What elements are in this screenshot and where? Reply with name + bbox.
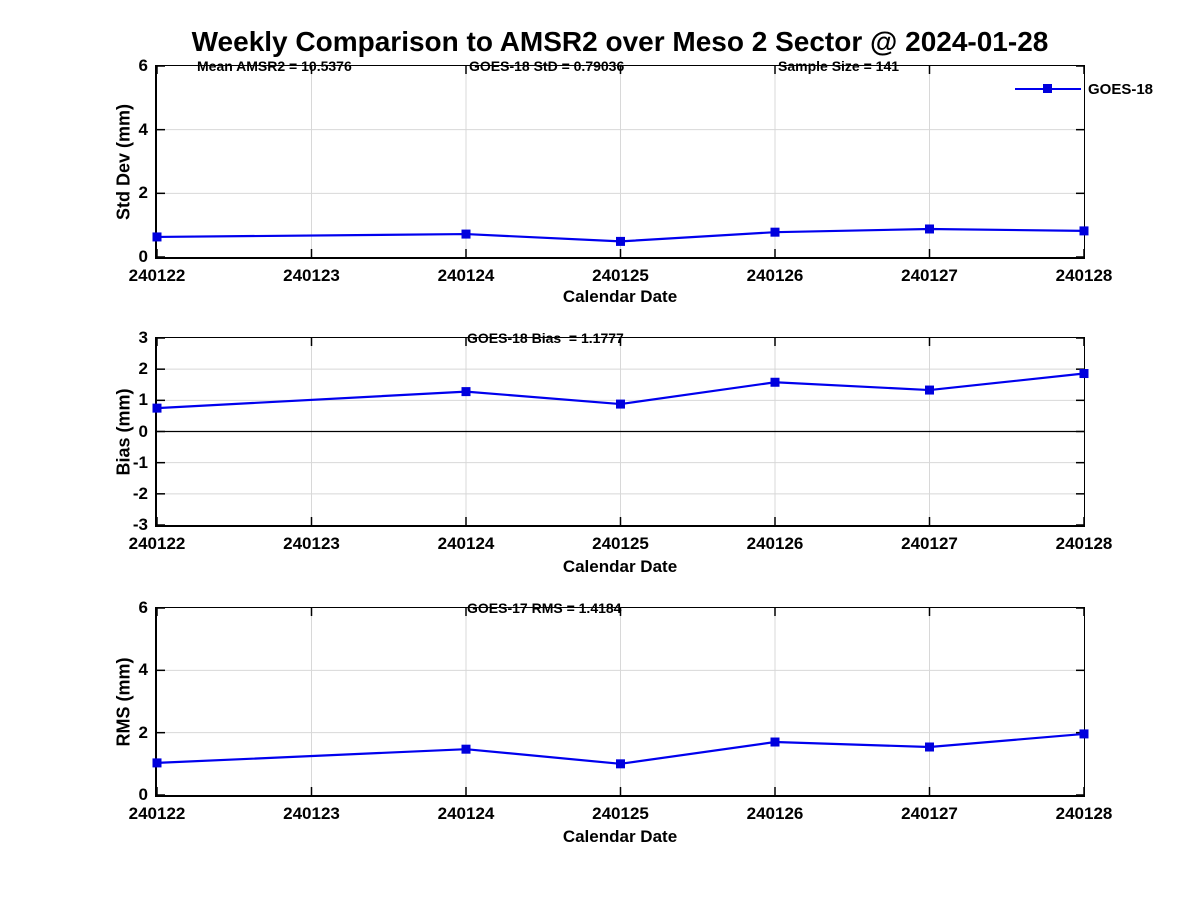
data-point-marker: [770, 377, 780, 387]
legend-line-icon: [1015, 84, 1081, 93]
data-point-marker: [152, 403, 162, 413]
chart-canvas-bias: [152, 337, 1089, 526]
x-tick-label: 240122: [128, 266, 186, 285]
x-tick-label: 240123: [283, 266, 340, 285]
annotation-goes17-rms: GOES-17 RMS = 1.4184: [467, 600, 622, 616]
data-point-marker: [461, 387, 471, 397]
y-tick-label: 0: [138, 785, 148, 804]
y-tick-label: 4: [138, 119, 148, 139]
x-tick-label: 240126: [746, 804, 804, 823]
y-tick-label: 0: [138, 421, 148, 441]
x-tick-label: 240128: [1055, 266, 1113, 285]
data-point-marker: [461, 744, 471, 754]
x-tick-label: 240128: [1055, 534, 1113, 553]
data-point-marker: [925, 742, 934, 752]
data-point-marker: [1079, 369, 1089, 379]
x-tick-label: 240124: [437, 804, 495, 823]
x-tick-label: 240127: [901, 266, 958, 285]
x-tick-label: 240124: [437, 534, 495, 553]
x-tick-label: 240126: [746, 266, 804, 285]
y-tick-label: 6: [138, 56, 148, 75]
y-tick-label: 4: [138, 660, 148, 680]
data-point-marker: [616, 399, 625, 409]
y-tick-label: 0: [138, 247, 148, 266]
data-point-marker: [925, 224, 934, 234]
x-tick-label: 240124: [437, 266, 495, 285]
annotation-goes18-bias: GOES-18 Bias = 1.1777: [467, 330, 624, 346]
y-tick-label: 2: [138, 359, 148, 379]
y-tick-label: 6: [138, 598, 148, 617]
x-tick-label: 240123: [283, 534, 340, 553]
data-point-marker: [616, 759, 625, 769]
series-line-GOES-18: [156, 372, 1085, 410]
data-point-marker: [616, 236, 625, 246]
x-tick-label: 240127: [901, 534, 958, 553]
plot-area-bias: GOES-18 Bias = 1.1777 240122 240123 240124…: [129, 328, 1113, 553]
x-tick-label: 240125: [592, 534, 649, 553]
data-point-marker: [461, 229, 471, 239]
y-tick-label: 1: [138, 390, 148, 410]
plot-area-std-dev: Mean AMSR2 = 10.5376 GOES-18 StD = 0.790…: [129, 56, 1153, 285]
x-tick-label: 240125: [592, 804, 649, 823]
y-tick-label: -3: [132, 515, 148, 534]
x-tick-label: 240123: [283, 804, 340, 823]
chart-canvas-rms: [152, 607, 1089, 796]
series-line-GOES-18: [156, 732, 1085, 765]
figure-title: Weekly Comparison to AMSR2 over Meso 2 S…: [191, 26, 1049, 57]
y-tick-label: -1: [132, 452, 148, 472]
data-point-marker: [1079, 226, 1089, 236]
y-tick-label: 2: [138, 722, 148, 742]
data-point-marker: [1079, 729, 1089, 739]
y-tick-label: -2: [132, 483, 148, 503]
annotation-goes18-std: GOES-18 StD = 0.79036: [469, 58, 625, 74]
annotation-sample-size: Sample Size = 141: [778, 58, 900, 74]
data-point-marker: [770, 737, 780, 747]
y-tick-label: 3: [138, 328, 148, 347]
x-tick-label: 240125: [592, 266, 649, 285]
x-axis-label-std-dev: Calendar Date: [562, 287, 678, 306]
series-line-GOES-18: [156, 227, 1085, 243]
x-tick-label: 240122: [128, 804, 186, 823]
legend-label: GOES-18: [1088, 80, 1154, 98]
annotation-mean-amsr2: Mean AMSR2 = 10.5376: [197, 58, 352, 74]
data-point-marker: [770, 227, 780, 237]
data-point-marker: [925, 385, 934, 395]
x-axis-label-bias: Calendar Date: [562, 557, 678, 576]
data-point-marker: [152, 758, 162, 768]
data-point-marker: [152, 232, 162, 242]
y-tick-label: 2: [138, 183, 148, 203]
chart-canvas-std-dev: [152, 65, 1089, 258]
x-tick-label: 240122: [128, 534, 186, 553]
x-tick-label: 240126: [746, 534, 804, 553]
x-tick-label: 240127: [901, 804, 958, 823]
x-tick-label: 240128: [1055, 804, 1113, 823]
legend: GOES-18: [1015, 80, 1153, 98]
x-axis-label-rms: Calendar Date: [562, 827, 678, 846]
plot-area-rms: GOES-17 RMS = 1.4184 240122 240123 240124 2…: [129, 598, 1113, 823]
